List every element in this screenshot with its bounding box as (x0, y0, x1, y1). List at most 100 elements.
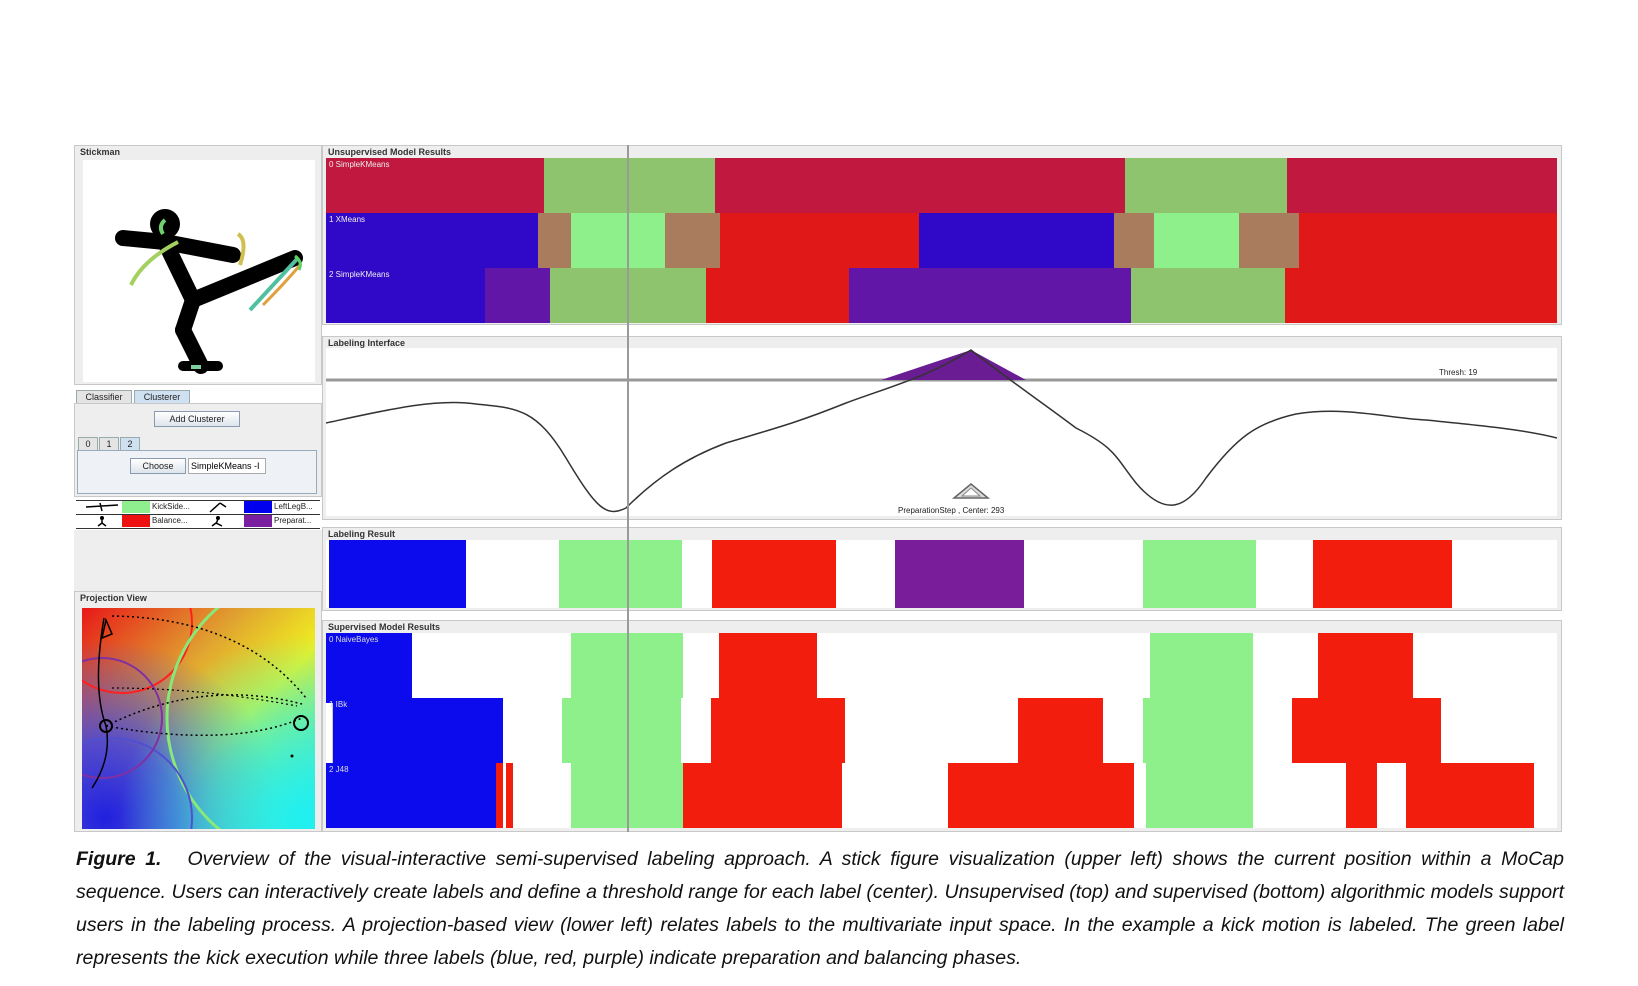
prediction-segment (1143, 698, 1253, 763)
unsupervised-title: Unsupervised Model Results (328, 147, 452, 157)
cluster-segment (715, 158, 1125, 213)
legend-label: Preparat... (274, 516, 312, 525)
projection-canvas[interactable] (82, 608, 315, 829)
prediction-segment (1406, 763, 1534, 828)
labeling-interface-title: Labeling Interface (328, 338, 406, 348)
tab-index-0[interactable]: 0 (78, 437, 98, 451)
cluster-segment (1114, 213, 1154, 268)
prediction-segment (326, 763, 496, 828)
prediction-segment (1146, 763, 1253, 828)
prediction-segment (948, 763, 1134, 828)
unsupervised-tracks[interactable]: 0 SimpleKMeans 1 XMeans 2 SimpleKMeans (326, 158, 1557, 323)
legend-swatch (244, 515, 272, 527)
cluster-segment (1154, 213, 1239, 268)
label-segment (1143, 540, 1256, 608)
cluster-segment (485, 268, 550, 323)
pose-preparation-icon (211, 516, 223, 527)
legend-swatch (244, 501, 272, 513)
prediction-segment (1018, 698, 1103, 763)
cluster-segment (571, 213, 665, 268)
legend-row-2 (76, 514, 320, 529)
stickman-title: Stickman (80, 147, 121, 157)
label-legend: KickSide... LeftLegB... Balance... Prepa… (76, 500, 320, 530)
clusterer-panel: Add Clusterer 0 1 2 Choose SimpleKMeans … (74, 403, 322, 497)
tab-index-1[interactable]: 1 (99, 437, 119, 451)
cluster-segment (1239, 213, 1299, 268)
legend-row-1 (76, 500, 320, 515)
labeling-result-title: Labeling Result (328, 529, 396, 539)
projection-panel: Projection View (74, 591, 322, 832)
scroll-indicator[interactable] (326, 703, 333, 763)
unsupervised-row-label: 2 SimpleKMeans (329, 270, 390, 279)
cluster-segment (1285, 268, 1557, 323)
prediction-segment (496, 763, 503, 828)
cluster-segment (326, 213, 538, 268)
pose-leftleg-icon (209, 502, 227, 513)
cluster-segment (919, 213, 1114, 268)
prediction-segment (562, 698, 681, 763)
cluster-segment (1125, 158, 1287, 213)
prediction-segment (719, 633, 817, 698)
tab-index-2[interactable]: 2 (120, 437, 140, 451)
labeling-curve-icon (326, 349, 1557, 513)
legend-swatch (122, 501, 150, 513)
caption-text: Overview of the visual-interactive semi-… (76, 848, 1564, 969)
legend-swatch (122, 515, 150, 527)
label-segment (712, 540, 836, 608)
prediction-segment (711, 698, 845, 763)
prediction-segment (1292, 698, 1441, 763)
prediction-segment (506, 763, 513, 828)
cluster-segment (665, 213, 720, 268)
index-tab-content: Choose SimpleKMeans -I (77, 450, 317, 494)
add-clusterer-button[interactable]: Add Clusterer (154, 411, 240, 427)
stickman-panel: Stickman (74, 145, 322, 385)
unsupervised-row-label: 1 XMeans (329, 215, 366, 224)
supervised-row-label: 1 IBk (329, 700, 348, 709)
figure-label: Figure 1. (76, 848, 162, 870)
cluster-segment (1299, 213, 1557, 268)
supervised-title: Supervised Model Results (328, 622, 441, 632)
unsupervised-row-label: 0 SimpleKMeans (329, 160, 390, 169)
cluster-segment (706, 268, 849, 323)
stick-figure-icon (115, 209, 303, 374)
cluster-segment (1287, 158, 1557, 213)
supervised-row-label: 2 J48 (329, 765, 349, 774)
left-filler (74, 530, 322, 592)
prediction-segment (683, 763, 842, 828)
cluster-segment (326, 268, 485, 323)
label-segment (895, 540, 1024, 608)
supervised-tracks[interactable]: 0 NaiveBayes 1 IBk 2 J48 (326, 633, 1557, 828)
algorithm-field[interactable]: SimpleKMeans -I (188, 458, 266, 474)
prediction-segment (1150, 633, 1253, 698)
cluster-segment (720, 213, 919, 268)
cluster-segment (849, 268, 1131, 323)
label-segment (559, 540, 682, 608)
stickman-canvas (83, 160, 315, 382)
label-segment (329, 540, 466, 608)
cluster-segment (1131, 268, 1285, 323)
prediction-segment (1346, 763, 1377, 828)
prediction-segment (1318, 633, 1413, 698)
pose-kick-icon (85, 502, 119, 512)
time-cursor[interactable] (627, 145, 629, 832)
figure-caption: Figure 1. Overview of the visual-interact… (76, 843, 1564, 975)
tab-clusterer[interactable]: Clusterer (134, 390, 190, 404)
projection-overlay-icon (82, 608, 309, 829)
prediction-segment (326, 633, 412, 698)
labeling-result-track[interactable] (326, 540, 1557, 608)
projection-title: Projection View (80, 593, 147, 603)
legend-divider (76, 528, 320, 529)
legend-label: LeftLegB... (274, 502, 313, 511)
label-segment (1313, 540, 1452, 608)
prediction-segment (326, 698, 503, 763)
supervised-row-label: 0 NaiveBayes (329, 635, 379, 644)
choose-button[interactable]: Choose (130, 458, 186, 474)
center-label: PreparationStep , Center: 293 (898, 506, 1005, 515)
labeling-interface-canvas[interactable]: Thresh: 19 PreparationStep , Center: 293 (326, 348, 1557, 516)
legend-label: Balance... (152, 516, 188, 525)
tab-classifier[interactable]: Classifier (76, 390, 132, 404)
pose-balance-icon (97, 516, 107, 527)
cluster-segment (538, 213, 571, 268)
legend-label: KickSide... (152, 502, 190, 511)
cluster-segment (544, 158, 715, 213)
